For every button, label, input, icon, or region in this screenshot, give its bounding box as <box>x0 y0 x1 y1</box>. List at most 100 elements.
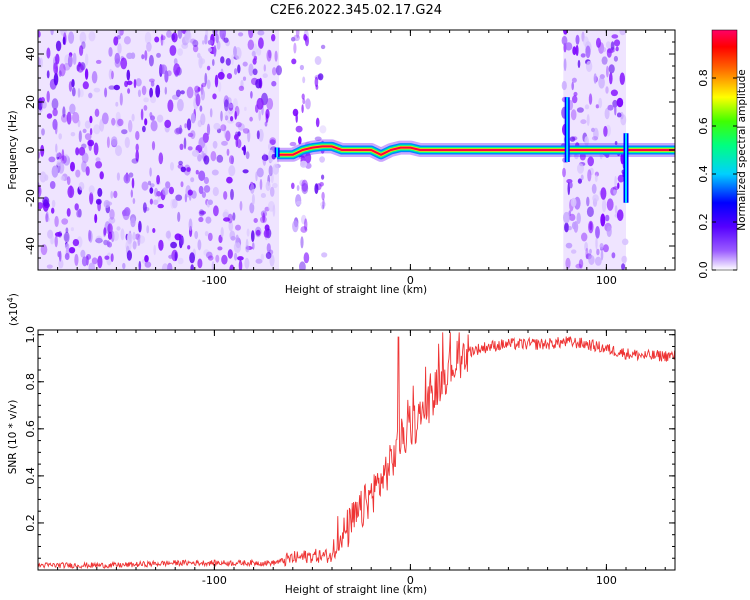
noise-blob <box>263 229 270 238</box>
noise-blob <box>133 78 137 89</box>
noise-blob <box>305 98 311 110</box>
noise-blob <box>55 40 62 52</box>
noise-blob <box>88 92 93 99</box>
noise-blob <box>41 128 45 136</box>
noise-blob <box>95 235 103 244</box>
noise-blob <box>612 99 618 108</box>
noise-blob <box>223 191 228 200</box>
noise-blob <box>319 156 325 163</box>
noise-blob <box>65 247 70 258</box>
colorbar-tick-label: 0.8 <box>697 69 710 87</box>
noise-blob <box>610 89 619 97</box>
noise-blob <box>153 244 156 256</box>
colorbar-gradient <box>712 30 737 270</box>
colorbar-tick-label: 0.0 <box>697 261 710 279</box>
noise-blob <box>266 49 272 62</box>
noise-blob <box>613 55 619 62</box>
noise-blob <box>591 183 597 194</box>
y-tick-label: 20 <box>24 95 37 109</box>
noise-blob <box>569 136 576 142</box>
noise-blob <box>601 56 608 65</box>
noise-blob <box>41 101 47 109</box>
noise-blob <box>596 248 600 256</box>
noise-blob <box>199 105 203 112</box>
noise-blob <box>164 86 167 95</box>
noise-blob <box>94 213 98 224</box>
noise-blob <box>578 259 584 269</box>
noise-blob <box>46 113 53 119</box>
noise-blob <box>611 34 619 39</box>
noise-blob <box>119 92 123 106</box>
noise-blob <box>215 33 219 44</box>
noise-blob <box>204 72 208 85</box>
noise-blob <box>188 218 193 231</box>
noise-blob <box>45 213 49 223</box>
noise-blob <box>172 198 178 209</box>
noise-blob <box>218 81 222 93</box>
noise-blob <box>260 253 265 261</box>
noise-blob <box>571 249 577 254</box>
noise-blob <box>613 39 621 47</box>
noise-blob <box>144 50 148 61</box>
noise-blob <box>301 104 304 114</box>
noise-blob <box>173 58 178 65</box>
noise-blob <box>135 130 140 141</box>
noise-blob <box>614 104 617 116</box>
noise-blob <box>70 132 76 137</box>
noise-blob <box>99 118 105 132</box>
noise-blob <box>304 218 308 231</box>
noise-blob <box>230 155 234 165</box>
noise-blob <box>126 52 134 59</box>
noise-blob <box>97 255 103 269</box>
noise-blob <box>42 196 50 207</box>
noise-blob <box>228 165 236 177</box>
noise-blob <box>231 54 234 66</box>
noise-blob <box>562 167 566 178</box>
noise-blob <box>291 58 297 65</box>
noise-blob <box>174 251 178 262</box>
noise-blob <box>78 181 85 191</box>
noise-blob <box>111 117 116 126</box>
noise-blob <box>621 238 629 246</box>
noise-blob <box>166 30 172 38</box>
noise-blob <box>64 252 70 261</box>
noise-blob <box>177 98 184 112</box>
noise-blob <box>594 174 598 182</box>
noise-blob <box>262 73 268 79</box>
noise-blob <box>109 209 115 220</box>
noise-blob <box>152 228 156 233</box>
noise-blob <box>619 30 626 36</box>
noise-blob <box>89 192 94 205</box>
noise-blob <box>198 170 206 182</box>
noise-blob <box>600 213 606 227</box>
noise-blob <box>51 165 59 178</box>
noise-blob <box>110 253 114 262</box>
noise-blob <box>187 189 193 196</box>
noise-blob <box>569 182 573 189</box>
noise-blob <box>244 106 247 111</box>
noise-blob <box>132 198 136 204</box>
noise-blob <box>95 198 102 205</box>
noise-blob <box>66 111 72 125</box>
y-tick-label: 0.4 <box>24 467 37 485</box>
noise-blob <box>64 231 70 243</box>
noise-blob <box>95 160 103 169</box>
noise-blob <box>88 229 92 242</box>
noise-blob <box>256 130 260 140</box>
noise-blob <box>275 65 282 76</box>
noise-blob <box>79 45 84 56</box>
noise-blob <box>611 252 616 259</box>
noise-blob <box>322 198 325 209</box>
noise-blob <box>214 74 219 88</box>
noise-blob <box>84 133 92 141</box>
noise-blob <box>268 149 274 163</box>
noise-blob <box>242 169 249 174</box>
noise-blob <box>219 30 226 40</box>
noise-blob <box>99 171 104 180</box>
noise-blob <box>234 110 237 120</box>
noise-blob <box>266 243 271 253</box>
noise-blob <box>126 80 133 86</box>
noise-blob <box>165 181 171 189</box>
noise-blob <box>58 250 62 262</box>
noise-blob <box>265 181 271 192</box>
